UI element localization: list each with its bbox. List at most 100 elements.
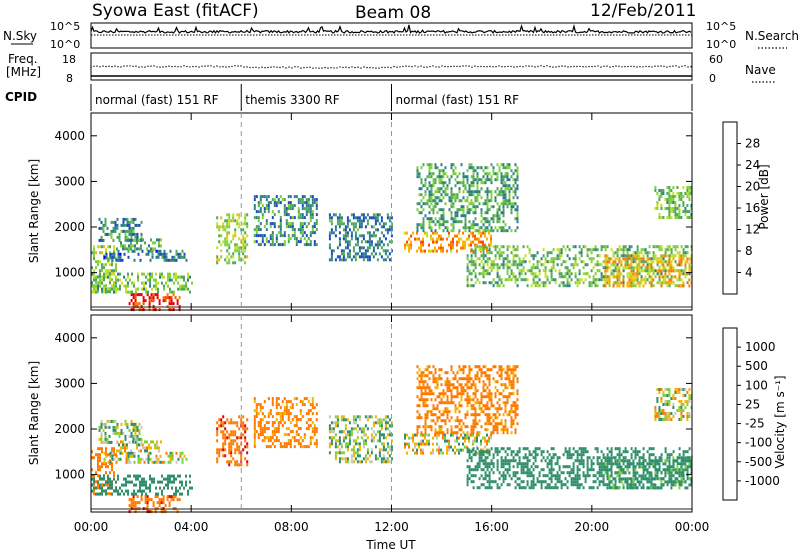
echo-cell [490,234,492,238]
echo-cell [488,190,491,194]
echo-cell [416,404,419,408]
echo-cell [127,284,129,288]
echo-cell [668,284,671,288]
echo-cell [101,477,103,481]
echo-cell [157,457,160,461]
echo-cell [502,193,505,197]
echo-cell [472,249,474,253]
echo-cell [285,445,288,449]
echo-cell [522,260,525,264]
echo-cell [356,243,359,247]
echo-cell [670,278,673,282]
echo-cell [299,198,302,202]
echo-cell [604,263,607,267]
echo-cell [378,436,381,440]
echo-cell [230,433,233,437]
echo-cell [422,202,425,206]
echo-cell [512,275,515,279]
echo-cell [482,240,484,244]
echo-cell [472,251,475,255]
echo-cell [440,178,443,182]
echo-cell [440,401,443,405]
nave-point [399,66,401,68]
echo-cell [454,220,457,224]
echo-cell [490,229,493,233]
echo-cell [462,371,465,375]
echo-cell [153,477,155,481]
echo-cell [236,436,239,440]
echo-cell [436,196,439,200]
echo-cell [500,211,503,215]
echo-cell [380,246,383,250]
echo-cell [450,243,452,247]
echo-cell [464,389,467,393]
echo-cell [216,258,219,262]
echo-cell [336,219,339,223]
echo-cell [390,225,393,229]
freq-left-tick-bottom: 8 [66,72,73,85]
echo-cell [688,278,691,282]
echo-cell [91,290,93,294]
echo-cell [226,219,229,223]
echo-cell [105,284,107,288]
echo-cell [536,263,539,267]
echo-cell [271,198,274,202]
echo-cell [289,204,292,208]
echo-cell [232,213,235,217]
echo-cell [132,293,135,297]
echo-cell [152,293,155,297]
echo-cell [494,245,497,249]
echo-cell [173,281,175,285]
echo-cell [128,232,131,236]
echo-cell [138,302,141,306]
echo-cell [500,187,503,191]
echo-cell [680,245,683,249]
echo-cell [450,190,453,194]
echo-cell [482,272,485,276]
echo-cell [500,374,503,378]
echo-cell [650,284,653,288]
echo-cell [289,207,292,211]
echo-cell [500,163,503,167]
echo-cell [240,463,243,467]
echo-cell [690,266,693,270]
echo-cell [416,172,419,176]
echo-cell [133,258,136,262]
echo-cell [468,211,471,215]
echo-cell [666,284,669,288]
echo-cell [468,166,471,170]
echo-cell [466,205,469,209]
echo-cell [131,451,134,455]
echo-cell [442,229,445,233]
echo-cell [502,401,505,405]
echo-cell [133,281,135,285]
echo-cell [224,258,227,262]
echo-cell [107,460,110,464]
echo-cell [572,245,575,249]
echo-cell [183,284,185,288]
echo-cell [119,451,122,455]
echo-cell [636,254,639,258]
echo-cell [366,249,369,253]
echo-cell [103,245,105,249]
echo-cell [301,201,304,205]
echo-cell [444,383,447,387]
echo-cell [155,486,157,490]
echo-cell [418,187,421,191]
echo-cell [480,474,483,478]
echo-cell [466,398,469,402]
echo-cell [240,457,243,461]
echo-cell [508,178,511,182]
echo-cell [502,199,505,203]
echo-cell [436,211,439,215]
echo-cell [676,284,679,288]
echo-cell [257,204,260,208]
nave-point [360,67,362,69]
echo-cell [112,425,115,429]
echo-cell [330,252,333,256]
echo-cell [514,275,517,279]
echo-cell [311,195,314,199]
echo-cell [358,246,361,250]
echo-cell [580,260,583,264]
echo-cell [502,196,505,200]
